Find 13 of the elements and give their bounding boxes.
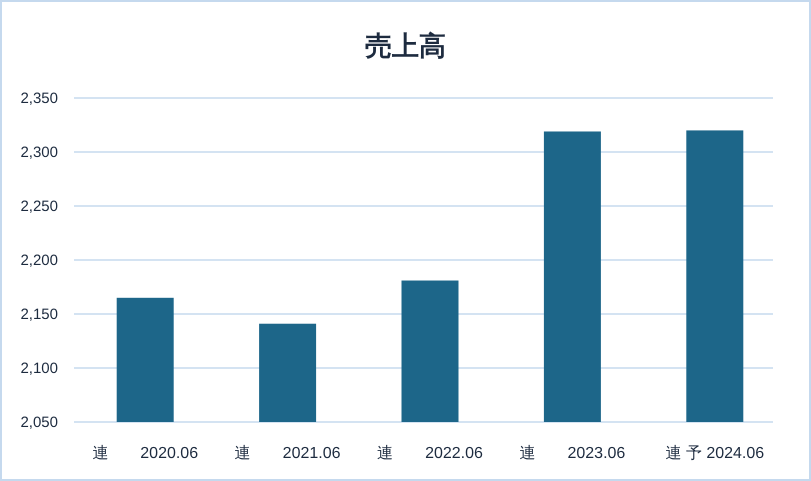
y-tick-label: 2,100 [20, 360, 58, 377]
chart-title: 売上高 [365, 31, 446, 61]
y-tick-label: 2,150 [20, 306, 58, 323]
x-tick-label: 連 予 2024.06 [665, 444, 764, 462]
y-tick-label: 2,250 [20, 198, 58, 215]
y-tick-label: 2,300 [20, 144, 58, 161]
x-tick-label: 連 2021.06 [234, 444, 341, 462]
x-tick-label: 連 2022.06 [377, 444, 484, 462]
x-tick-label: 連 2020.06 [92, 444, 198, 462]
x-tick-label: 連 2023.06 [519, 444, 626, 462]
y-tick-label: 2,350 [20, 90, 58, 107]
y-tick-label: 2,200 [20, 252, 58, 269]
y-tick-label: 2,050 [20, 414, 58, 431]
